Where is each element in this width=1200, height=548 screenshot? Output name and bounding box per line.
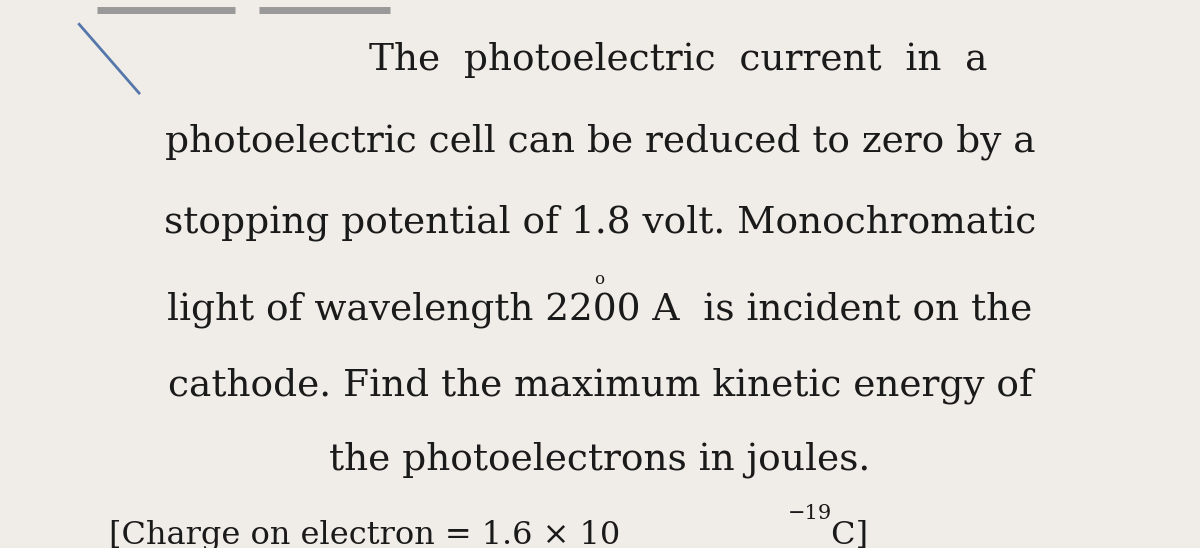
Text: C]: C] xyxy=(822,520,869,548)
Text: cathode. Find the maximum kinetic energy of: cathode. Find the maximum kinetic energy… xyxy=(168,368,1032,404)
Text: −19: −19 xyxy=(788,504,833,523)
Text: o: o xyxy=(594,271,604,288)
Text: the photoelectrons in joules.: the photoelectrons in joules. xyxy=(329,442,871,478)
Text: [Charge on electron = 1.6 × 10: [Charge on electron = 1.6 × 10 xyxy=(109,520,620,548)
Text: light of wavelength 2200 A  is incident on the: light of wavelength 2200 A is incident o… xyxy=(167,292,1033,328)
Text: The  photoelectric  current  in  a: The photoelectric current in a xyxy=(368,42,988,78)
Text: photoelectric cell can be reduced to zero by a: photoelectric cell can be reduced to zer… xyxy=(164,123,1036,160)
Text: stopping potential of 1.8 volt. Monochromatic: stopping potential of 1.8 volt. Monochro… xyxy=(164,205,1036,241)
